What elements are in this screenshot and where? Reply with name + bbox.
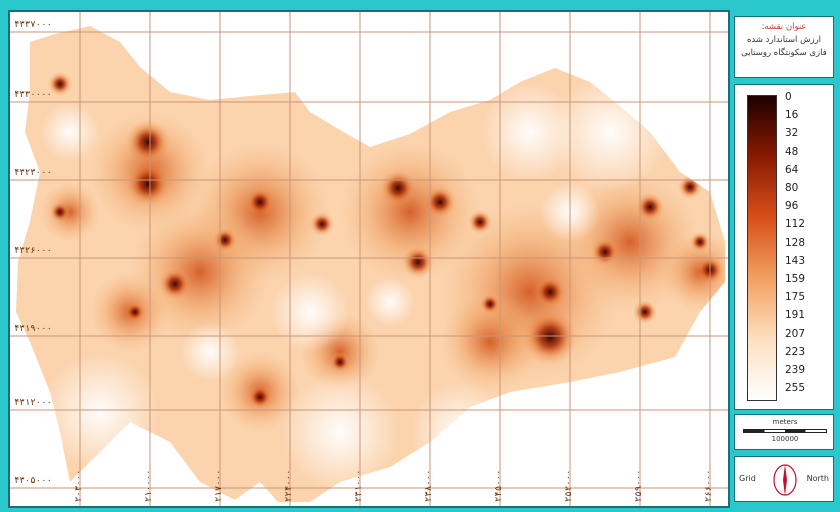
north-arrow-box: Grid North	[734, 456, 834, 502]
north-arrow-icon	[772, 461, 798, 499]
density-spot	[410, 382, 510, 482]
density-spot	[402, 246, 434, 278]
y-coordinate-label: ۴۳۲۳۰۰۰	[14, 168, 52, 178]
legend-value: 207	[785, 328, 805, 340]
study-region	[10, 12, 728, 506]
density-spot	[424, 186, 456, 218]
density-spot	[310, 212, 334, 236]
y-coordinate-label: ۴۳۳۷۰۰۰	[14, 20, 52, 30]
legend-value: 80	[785, 182, 798, 194]
x-coordinate-label: ۲۵۲۰۰۰	[564, 469, 574, 502]
density-spot	[50, 202, 70, 222]
legend-value: 16	[785, 109, 798, 121]
x-coordinate-label: ۲۴۵۰۰۰	[494, 469, 504, 502]
north-label: North	[807, 474, 829, 483]
x-coordinate-label: ۲۲۴۰۰۰	[284, 469, 294, 502]
legend-value: 48	[785, 146, 798, 158]
scale-unit: meters	[735, 418, 835, 426]
density-spot	[126, 120, 170, 164]
density-spot	[40, 352, 160, 472]
density-map	[10, 12, 728, 506]
density-spot	[125, 302, 145, 322]
x-coordinate-label: ۲۵۹۰۰۰	[634, 469, 644, 502]
density-spot	[248, 385, 272, 409]
scale-bar	[743, 429, 827, 433]
map-title-box: عنوان نقشه: ارزش استاندارد شده فازی سکون…	[734, 16, 834, 78]
x-coordinate-label: ۲۱۰۰۰۰	[144, 469, 154, 502]
scale-bar-box: meters 100000	[734, 414, 834, 450]
legend-value: 112	[785, 218, 805, 230]
density-spot	[365, 277, 415, 327]
density-spot	[480, 294, 500, 314]
grid-label: Grid	[739, 474, 756, 483]
legend-panel: عنوان نقشه: ارزش استاندارد شده فازی سکون…	[734, 16, 834, 506]
x-coordinate-label: ۲۳۱۰۰۰	[354, 469, 364, 502]
map-title-text: ارزش استاندارد شده فازی سکونتگاه روستایی	[735, 34, 833, 60]
density-spot	[678, 175, 702, 199]
legend-value: 32	[785, 127, 798, 139]
density-spot	[126, 162, 170, 206]
legend-value: 64	[785, 164, 798, 176]
x-coordinate-label: ۲۳۸۰۰۰	[424, 469, 434, 502]
density-spot	[159, 268, 191, 300]
density-spot	[468, 210, 492, 234]
density-spot	[690, 232, 710, 252]
legend-value: 175	[785, 291, 805, 303]
density-spot	[534, 276, 566, 308]
y-coordinate-label: ۴۳۱۲۰۰۰	[14, 398, 52, 408]
density-spot	[330, 352, 350, 372]
color-legend: 0 16 32 48 64 80 96 112 128 143 159 175 191 207 223 239…	[734, 84, 834, 410]
x-coordinate-label: ۲۰۳۰۰۰	[74, 469, 84, 502]
density-spot	[40, 102, 100, 162]
y-coordinate-label: ۴۳۰۵۰۰۰	[14, 476, 52, 486]
density-spot	[270, 272, 350, 352]
y-coordinate-label: ۴۳۱۹۰۰۰	[14, 324, 52, 334]
scale-value: 100000	[735, 435, 835, 443]
legend-value: 96	[785, 200, 798, 212]
y-coordinate-label: ۴۳۳۰۰۰۰	[14, 90, 52, 100]
density-spot	[213, 228, 237, 252]
density-spot	[246, 188, 274, 216]
legend-value: 191	[785, 309, 805, 321]
legend-value: 255	[785, 382, 805, 394]
legend-value: 223	[785, 346, 805, 358]
density-spot	[280, 372, 400, 492]
map-title-label: عنوان نقشه:	[735, 21, 833, 34]
x-coordinate-label: ۲۶۶۰۰۰	[704, 469, 714, 502]
density-spot	[380, 170, 416, 206]
legend-value: 159	[785, 273, 805, 285]
x-coordinate-label: ۲۱۷۰۰۰	[214, 469, 224, 502]
density-spot	[591, 238, 619, 266]
density-spot	[480, 82, 580, 182]
legend-value: 143	[785, 255, 805, 267]
legend-value: 0	[785, 91, 792, 103]
density-spot	[180, 322, 240, 382]
legend-value: 239	[785, 364, 805, 376]
density-spot	[633, 300, 657, 324]
legend-value: 128	[785, 237, 805, 249]
color-ramp	[747, 95, 777, 401]
y-coordinate-label: ۴۳۲۶۰۰۰	[14, 246, 52, 256]
map-frame: ۴۳۳۷۰۰۰ ۴۳۳۰۰۰۰ ۴۳۲۳۰۰۰ ۴۳۲۶۰۰۰ ۴۳۱۹۰۰۰ ۴۳۱۲۰…	[8, 10, 730, 508]
